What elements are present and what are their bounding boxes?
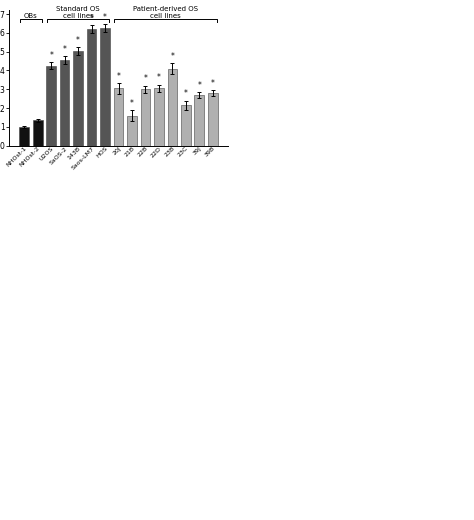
Bar [100,28,110,146]
Bar [114,88,123,146]
Text: OBs: OBs [24,12,38,19]
Bar [60,60,70,146]
Text: *: * [157,73,161,82]
Bar [46,66,56,146]
Text: *: * [144,74,147,83]
Bar [141,89,150,146]
Bar [19,127,29,146]
Text: *: * [171,51,174,61]
Bar [181,105,191,146]
Text: *: * [197,81,201,90]
Bar [154,88,164,146]
Text: *: * [49,51,53,60]
Bar [87,29,96,146]
Text: *: * [117,72,120,81]
Bar [194,95,204,146]
Bar [33,120,43,146]
Text: Standard OS
cell lines: Standard OS cell lines [56,6,100,19]
Text: *: * [184,89,188,98]
Text: *: * [90,14,93,23]
Bar [127,115,137,146]
Text: *: * [130,99,134,108]
Bar [167,69,177,146]
Text: *: * [103,13,107,22]
Bar [208,93,218,146]
Text: *: * [211,79,215,88]
Bar [73,51,83,146]
Text: Patient-derived OS
cell lines: Patient-derived OS cell lines [133,6,198,19]
Text: *: * [63,45,66,54]
Text: *: * [76,36,80,45]
